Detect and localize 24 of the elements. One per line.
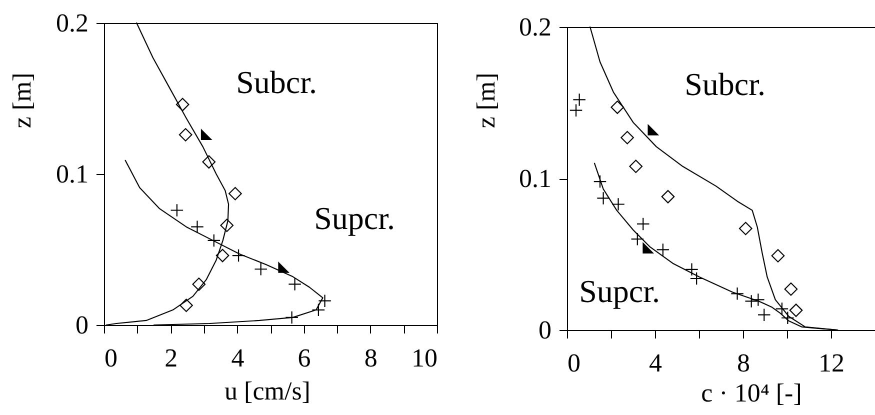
annotation: Supcr.	[579, 273, 660, 309]
y-axis-title: z [m]	[472, 72, 500, 128]
x-tick-label: 8	[364, 344, 378, 372]
y-tick-label: 0.2	[519, 12, 552, 42]
y-tick-label: 0	[76, 310, 88, 340]
x-axis-title: c · 10⁴ [-]	[701, 378, 802, 408]
x-tick-label: 12	[818, 348, 844, 378]
y-tick-label: 0	[538, 316, 552, 344]
x-tick-label: 0	[568, 348, 580, 378]
y-tick-label: 0.1	[56, 160, 88, 188]
annotation: Subcr.	[684, 66, 766, 102]
x-tick-label: 4	[649, 348, 662, 378]
x-tick-label: 4	[231, 344, 244, 372]
x-tick-label: 10	[412, 344, 438, 372]
y-axis-title: z [m]	[8, 72, 36, 128]
x-axis-title: u [cm/s]	[224, 376, 310, 406]
x-tick-label: 0	[104, 344, 118, 372]
y-tick-label: 0.2	[56, 8, 88, 38]
annotation: Supcr.	[314, 200, 395, 236]
annotation: Subcr.	[236, 64, 317, 100]
x-tick-label: 6	[298, 344, 311, 372]
x-tick-label: 2	[164, 344, 178, 372]
y-tick-label: 0.1	[519, 164, 552, 193]
x-tick-label: 8	[737, 348, 750, 378]
